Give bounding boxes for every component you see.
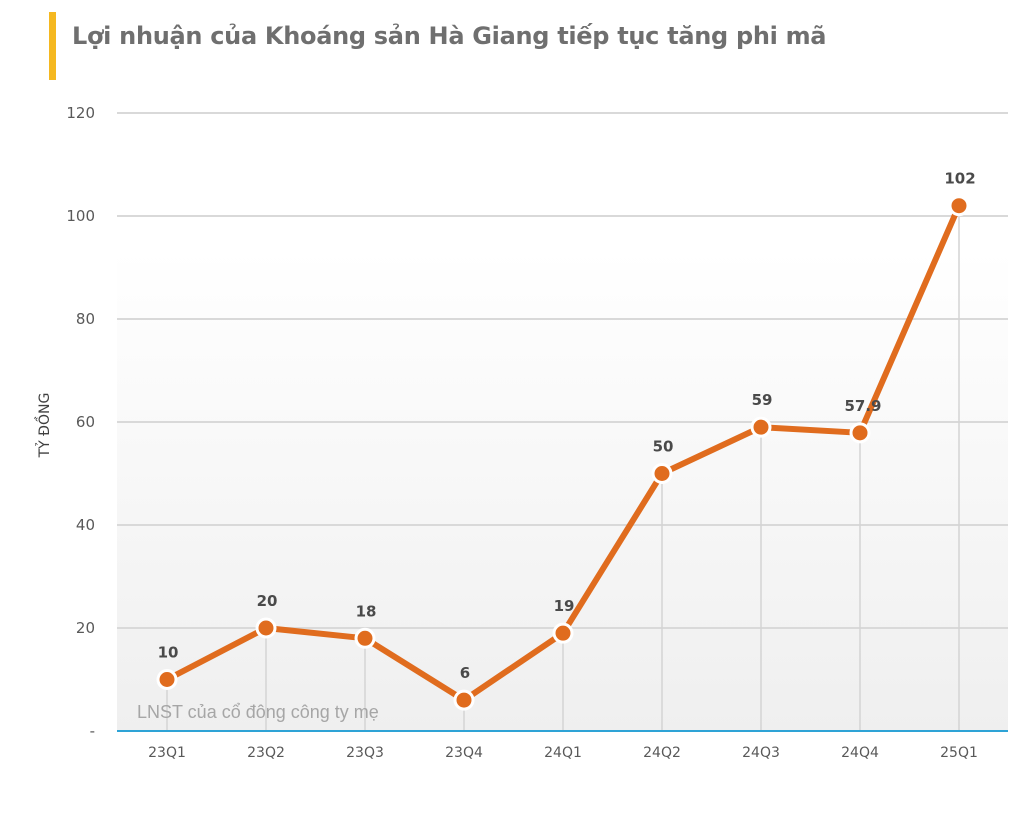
x-tick-label: 23Q2 bbox=[247, 745, 285, 761]
y-tick-label: 60 bbox=[76, 413, 95, 431]
y-tick-label: 80 bbox=[76, 310, 95, 328]
data-labels: 10 20 18 6 19 50 59 57.9 102 bbox=[158, 170, 976, 682]
data-label: 102 bbox=[944, 170, 975, 188]
data-label: 20 bbox=[257, 592, 278, 610]
data-point bbox=[750, 416, 772, 438]
y-tick-label: 120 bbox=[66, 104, 95, 122]
data-label: 10 bbox=[158, 644, 179, 662]
y-tick-label: 100 bbox=[66, 207, 95, 225]
y-tick-label: 40 bbox=[76, 516, 95, 534]
data-label: 6 bbox=[460, 664, 470, 682]
x-tick-label: 23Q3 bbox=[346, 745, 384, 761]
data-label: 18 bbox=[356, 602, 377, 620]
data-point bbox=[453, 689, 475, 711]
title-accent-bar bbox=[49, 12, 56, 80]
y-axis-label: TỶ ĐỒNG bbox=[34, 393, 53, 459]
data-point bbox=[354, 627, 376, 649]
data-label: 59 bbox=[752, 391, 773, 409]
x-tick-label: 24Q2 bbox=[643, 745, 681, 761]
x-tick-label: 23Q4 bbox=[445, 745, 483, 761]
data-point bbox=[849, 422, 871, 444]
x-tick-label: 24Q4 bbox=[841, 745, 879, 761]
y-tick-label: 20 bbox=[76, 619, 95, 637]
x-tick-label: 24Q3 bbox=[742, 745, 780, 761]
data-label: 50 bbox=[653, 438, 674, 456]
y-tick-label: - bbox=[90, 722, 95, 740]
chart-title: Lợi nhuận của Khoáng sản Hà Giang tiếp t… bbox=[72, 22, 827, 50]
data-label: 57.9 bbox=[844, 397, 881, 415]
data-point bbox=[255, 617, 277, 639]
data-point bbox=[948, 195, 970, 217]
x-tick-label: 25Q1 bbox=[940, 745, 978, 761]
x-axis-ticks: 23Q1 23Q2 23Q3 23Q4 24Q1 24Q2 24Q3 24Q4 25Q1 bbox=[148, 745, 978, 761]
y-axis-ticks: - 20 40 60 80 100 120 bbox=[66, 104, 95, 740]
x-tick-label: 24Q1 bbox=[544, 745, 582, 761]
data-point bbox=[552, 622, 574, 644]
data-label: 19 bbox=[554, 597, 575, 615]
x-tick-label: 23Q1 bbox=[148, 745, 186, 761]
data-point bbox=[651, 463, 673, 484]
series-annotation: LNST của cổ đông công ty mẹ bbox=[137, 702, 379, 722]
data-markers bbox=[156, 195, 970, 711]
data-point bbox=[156, 669, 178, 690]
